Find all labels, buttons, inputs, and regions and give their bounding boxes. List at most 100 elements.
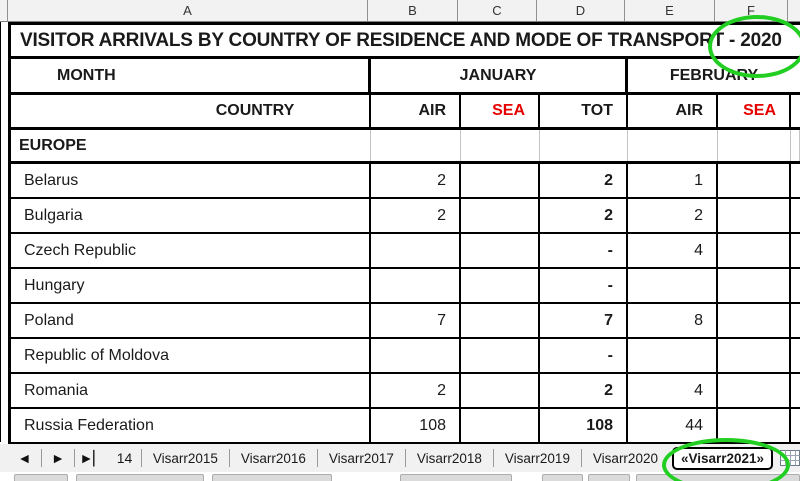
cell-country[interactable]: Poland xyxy=(11,304,371,337)
sheet-tab-visarr2016[interactable]: Visarr2016 xyxy=(240,450,306,466)
cell-jan-tot[interactable]: - xyxy=(540,269,628,302)
worksheet-table: VISITOR ARRIVALS BY COUNTRY OF RESIDENCE… xyxy=(8,22,800,444)
column-header-f[interactable]: F xyxy=(715,0,788,21)
cell-jan-tot[interactable]: - xyxy=(540,234,628,267)
cell-jan-air-label[interactable]: AIR xyxy=(371,95,461,127)
cell-january[interactable]: JANUARY xyxy=(371,59,628,92)
divider xyxy=(404,449,406,467)
column-header-g-sliver[interactable] xyxy=(788,0,800,21)
cell-sliver[interactable] xyxy=(791,164,800,197)
cell-sliver[interactable] xyxy=(791,269,800,302)
cell-sliver[interactable] xyxy=(791,130,800,161)
cell-jan-air[interactable]: 2 xyxy=(371,374,461,407)
partial-box xyxy=(76,474,204,481)
cell-jan-air[interactable]: 2 xyxy=(371,199,461,232)
sheet-tab-visarr2019[interactable]: Visarr2019 xyxy=(504,450,570,466)
cell-jan-sea-label[interactable]: SEA xyxy=(461,95,540,127)
cell-feb-air[interactable]: 8 xyxy=(628,304,718,337)
cell-feb-air-label[interactable]: AIR xyxy=(628,95,718,127)
cell-jan-air[interactable] xyxy=(371,269,461,302)
sheet-tab-visarr2021-active[interactable]: «Visarr2021» xyxy=(671,446,774,470)
cell-feb-air[interactable]: 4 xyxy=(628,374,718,407)
cell-jan-sea[interactable] xyxy=(461,374,540,407)
cell-feb-air[interactable] xyxy=(628,339,718,372)
cell-feb-air[interactable]: 2 xyxy=(628,199,718,232)
cell-jan-air[interactable]: 2 xyxy=(371,164,461,197)
cell-jan-tot[interactable]: 2 xyxy=(540,164,628,197)
cell-jan-tot[interactable]: 108 xyxy=(540,409,628,442)
cell-feb-sea[interactable] xyxy=(718,374,791,407)
cell-jan-sea[interactable] xyxy=(461,199,540,232)
cell-sliver[interactable] xyxy=(791,199,800,232)
cell-empty[interactable] xyxy=(718,130,791,161)
cell-country[interactable]: Czech Republic xyxy=(11,234,371,267)
column-header-band: A B C D E F xyxy=(0,0,800,22)
cell-sliver[interactable] xyxy=(791,95,800,127)
cell-february[interactable]: FEBRUARY xyxy=(669,66,759,84)
cell-feb-sea[interactable] xyxy=(718,164,791,197)
cell-month-label[interactable]: MONTH xyxy=(11,59,371,92)
cell-country[interactable]: Hungary xyxy=(11,269,371,302)
cell-country-label[interactable]: COUNTRY xyxy=(11,95,371,127)
cell-empty[interactable] xyxy=(461,130,540,161)
cell-jan-sea[interactable] xyxy=(461,339,540,372)
sheet-title-year: - 2020 xyxy=(729,29,782,51)
cell-country[interactable]: Republic of Moldova xyxy=(11,339,371,372)
cell-jan-air[interactable]: 108 xyxy=(371,409,461,442)
cell-jan-tot[interactable]: 2 xyxy=(540,374,628,407)
cell-feb-air[interactable] xyxy=(628,269,718,302)
cell-feb-sea[interactable] xyxy=(718,199,791,232)
column-header-e[interactable]: E xyxy=(625,0,715,21)
cell-country[interactable]: Belarus xyxy=(11,164,371,197)
scroll-tabs-last-icon[interactable]: ►▏ xyxy=(75,450,108,467)
cell-sliver[interactable] xyxy=(791,409,800,442)
cell-feb-air[interactable]: 44 xyxy=(628,409,718,442)
cell-sliver[interactable] xyxy=(791,304,800,337)
cell-section-label[interactable]: EUROPE xyxy=(11,130,371,161)
cell-jan-sea[interactable] xyxy=(461,304,540,337)
cell-feb-sea[interactable] xyxy=(718,234,791,267)
cell-jan-tot[interactable]: 2 xyxy=(540,199,628,232)
column-header-d[interactable]: D xyxy=(537,0,625,21)
cell-jan-air[interactable] xyxy=(371,339,461,372)
cell-jan-air[interactable] xyxy=(371,234,461,267)
cell-country[interactable]: Russia Federation xyxy=(11,409,371,442)
cell-jan-tot[interactable]: - xyxy=(540,339,628,372)
partial-box xyxy=(542,474,583,481)
scroll-tabs-left-icon[interactable]: ◄ xyxy=(8,450,41,466)
cell-empty[interactable] xyxy=(540,130,628,161)
cell-empty[interactable] xyxy=(371,130,461,161)
cell-jan-sea[interactable] xyxy=(461,269,540,302)
sheet-tab-visarr2015[interactable]: Visarr2015 xyxy=(152,450,218,466)
sheet-tab-visarr2017[interactable]: Visarr2017 xyxy=(328,450,394,466)
column-header-a[interactable]: A xyxy=(8,0,368,21)
sheet-grid-icon[interactable] xyxy=(780,450,800,466)
cell-jan-sea[interactable] xyxy=(461,234,540,267)
cell-jan-air[interactable]: 7 xyxy=(371,304,461,337)
column-header-c[interactable]: C xyxy=(458,0,537,21)
column-header-b[interactable]: B xyxy=(368,0,458,21)
cell-country[interactable]: Bulgaria xyxy=(11,199,371,232)
cell-jan-tot[interactable]: 7 xyxy=(540,304,628,337)
cell-jan-sea[interactable] xyxy=(461,164,540,197)
cell-feb-sea-label[interactable]: SEA xyxy=(718,95,791,127)
scroll-tabs-right-icon[interactable]: ► xyxy=(42,450,75,466)
cell-sliver[interactable] xyxy=(791,234,800,267)
cell-feb-sea[interactable] xyxy=(718,409,791,442)
cell-sliver[interactable] xyxy=(791,374,800,407)
cell-feb-sea[interactable] xyxy=(718,339,791,372)
cell-sliver[interactable] xyxy=(791,339,800,372)
divider xyxy=(40,449,42,467)
cell-country[interactable]: Romania xyxy=(11,374,371,407)
cell-jan-sea[interactable] xyxy=(461,409,540,442)
cell-feb-sea[interactable] xyxy=(718,304,791,337)
sheet-tab-visarr2020[interactable]: Visarr2020 xyxy=(592,450,658,466)
cell-jan-tot-label[interactable]: TOT xyxy=(540,95,628,127)
cell-empty[interactable] xyxy=(628,130,718,161)
cell-feb-sea[interactable] xyxy=(718,269,791,302)
sheet-tab-visarr2018[interactable]: Visarr2018 xyxy=(416,450,482,466)
hidden-tabs-count[interactable]: 14 xyxy=(116,450,133,466)
cell-feb-air[interactable]: 1 xyxy=(628,164,718,197)
cell-feb-air[interactable]: 4 xyxy=(628,234,718,267)
title-row[interactable]: VISITOR ARRIVALS BY COUNTRY OF RESIDENCE… xyxy=(11,22,800,59)
